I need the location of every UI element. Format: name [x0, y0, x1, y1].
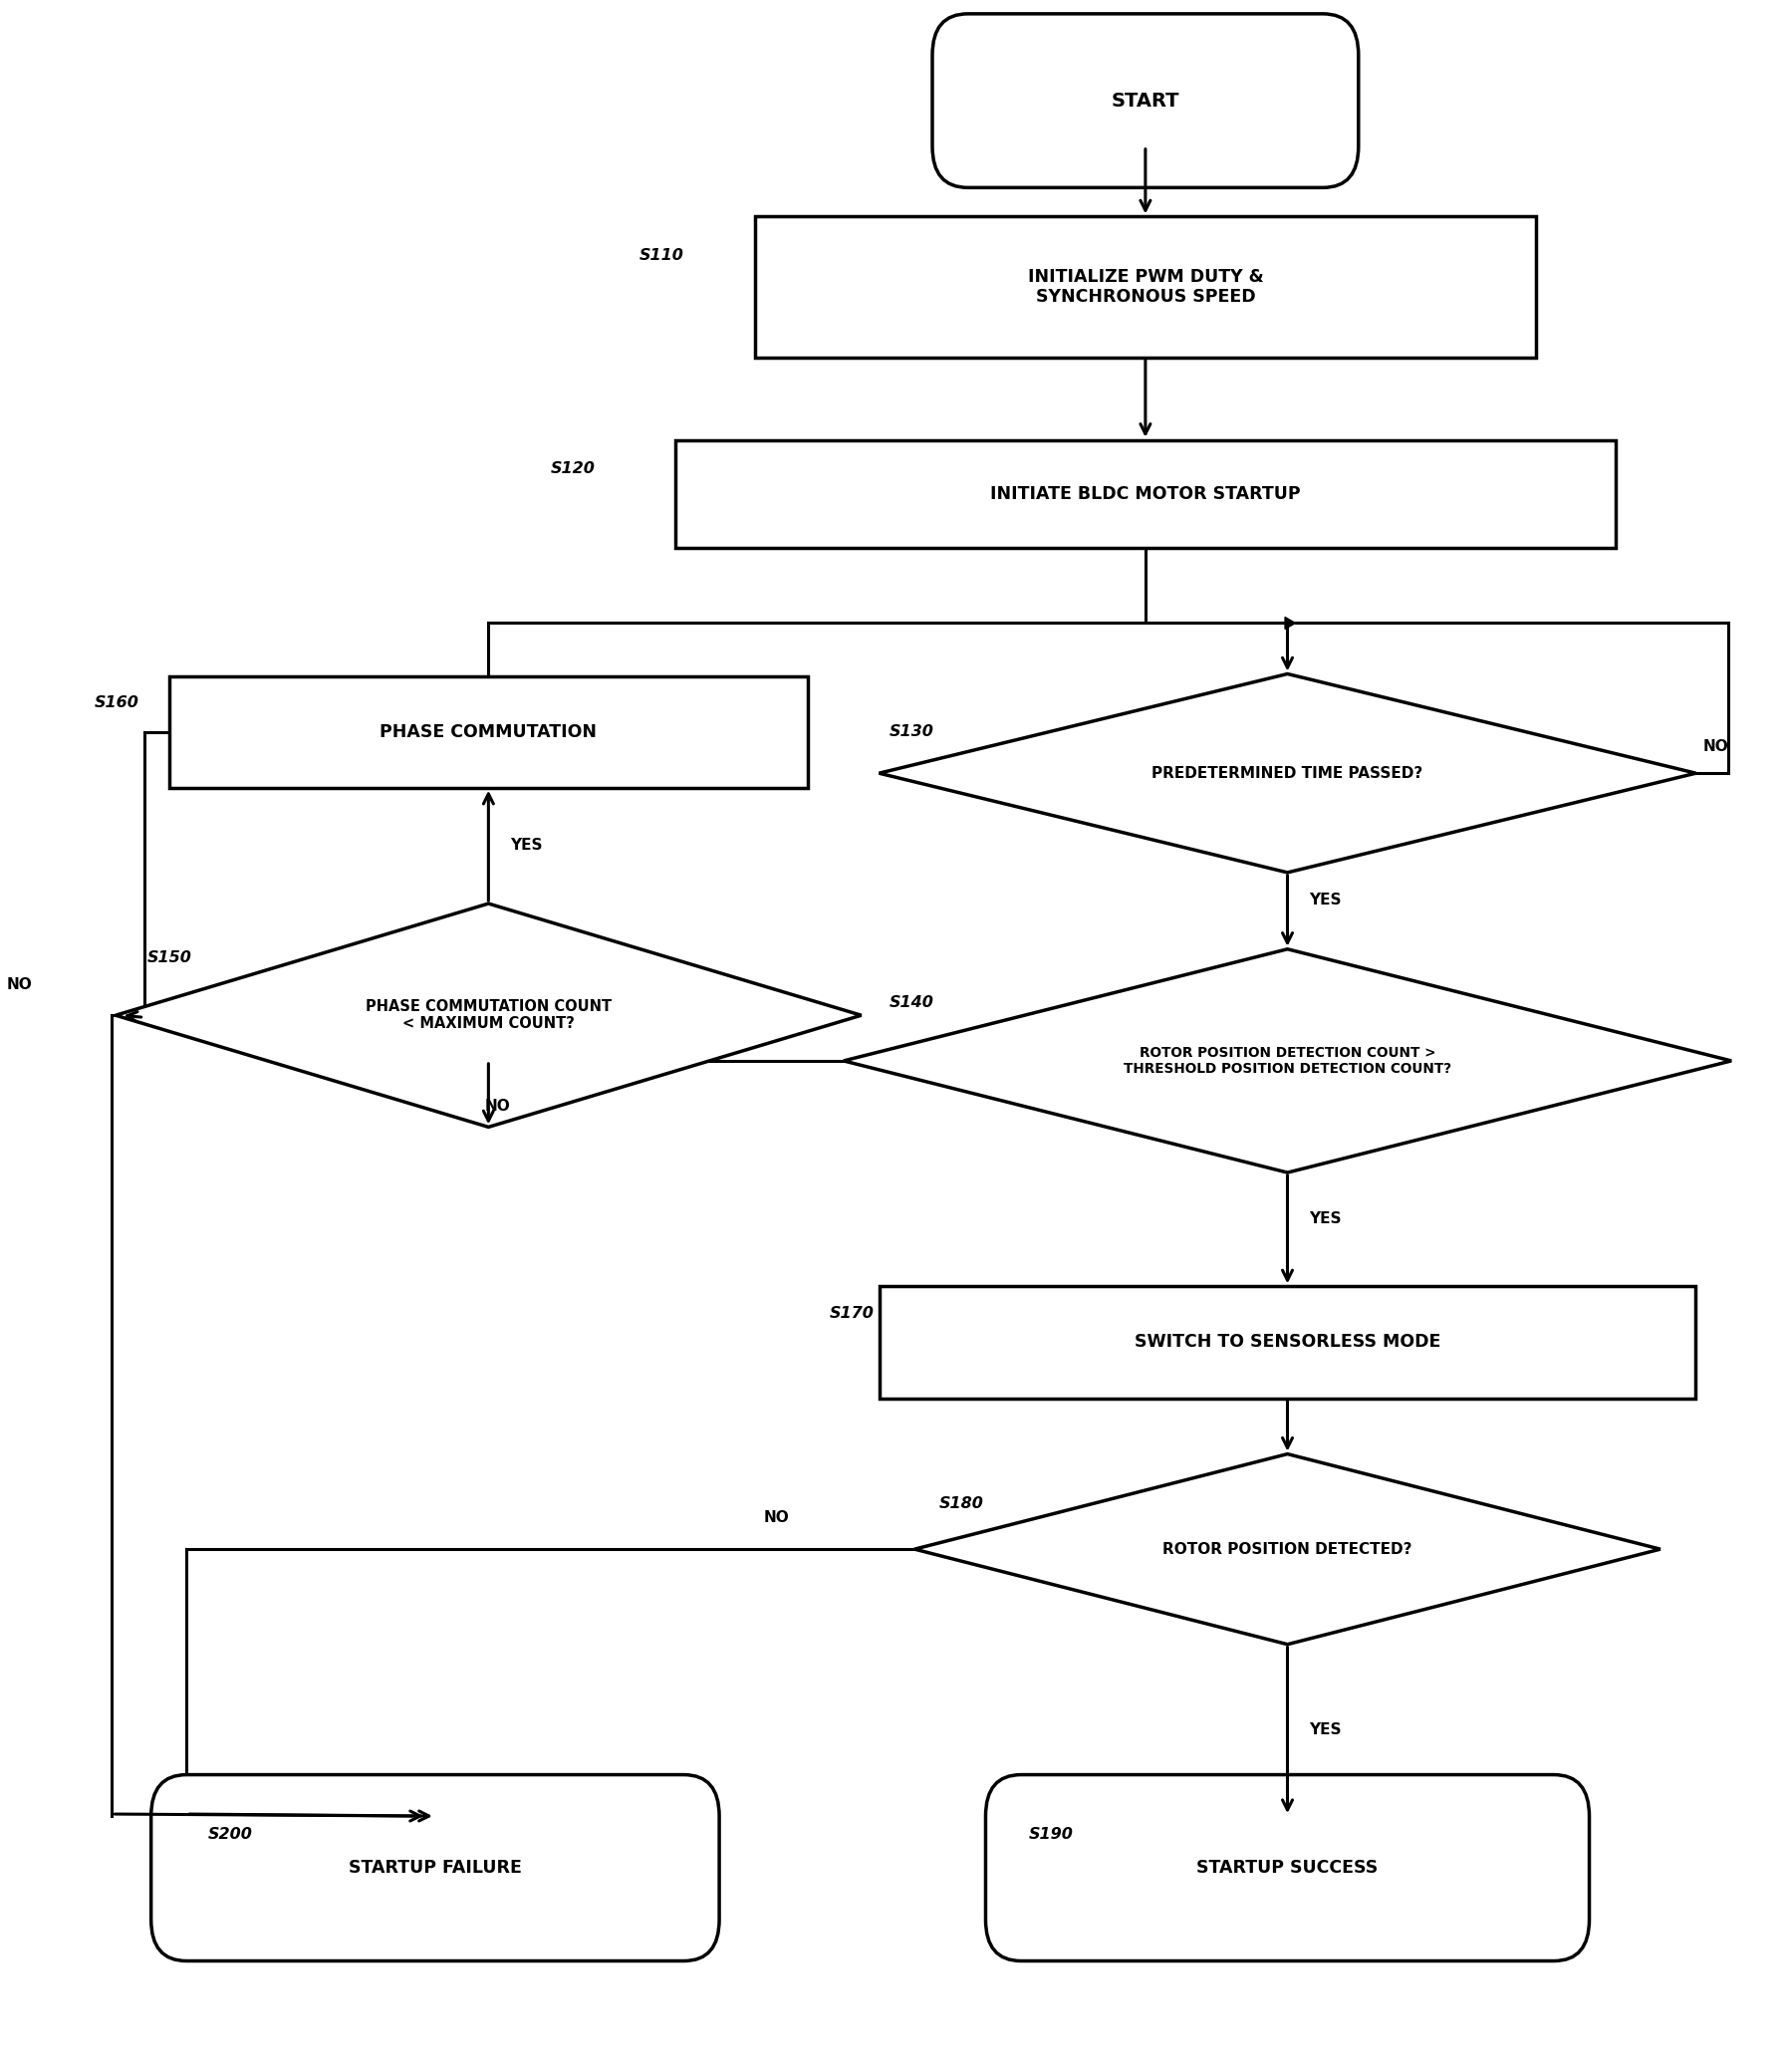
Bar — [170, 675, 807, 787]
Text: S110: S110 — [639, 249, 684, 263]
Text: S190: S190 — [1029, 1828, 1073, 1842]
Text: YES: YES — [1309, 1212, 1341, 1227]
FancyBboxPatch shape — [152, 1776, 720, 1960]
Text: NO: NO — [1702, 740, 1729, 754]
FancyBboxPatch shape — [986, 1776, 1590, 1960]
Text: STARTUP FAILURE: STARTUP FAILURE — [348, 1859, 522, 1877]
Text: PREDETERMINED TIME PASSED?: PREDETERMINED TIME PASSED? — [1152, 767, 1423, 781]
Text: STARTUP SUCCESS: STARTUP SUCCESS — [1197, 1859, 1379, 1877]
Bar — [675, 439, 1616, 547]
Text: INITIALIZE PWM DUTY &
SYNCHRONOUS SPEED: INITIALIZE PWM DUTY & SYNCHRONOUS SPEED — [1027, 267, 1263, 307]
Text: YES: YES — [1309, 1722, 1341, 1738]
Text: PHASE COMMUTATION: PHASE COMMUTATION — [380, 723, 597, 742]
Text: S200: S200 — [207, 1828, 252, 1842]
Text: S120: S120 — [550, 462, 595, 477]
Text: NO: NO — [484, 1098, 511, 1115]
Text: ROTOR POSITION DETECTED?: ROTOR POSITION DETECTED? — [1163, 1542, 1413, 1556]
Text: S130: S130 — [889, 725, 934, 740]
Text: S160: S160 — [95, 696, 139, 711]
Text: NO: NO — [764, 1510, 789, 1525]
Polygon shape — [914, 1455, 1661, 1645]
Polygon shape — [116, 903, 861, 1127]
Text: SWITCH TO SENSORLESS MODE: SWITCH TO SENSORLESS MODE — [1134, 1332, 1441, 1351]
Bar — [879, 1287, 1697, 1399]
Text: PHASE COMMUTATION COUNT
< MAXIMUM COUNT?: PHASE COMMUTATION COUNT < MAXIMUM COUNT? — [366, 999, 611, 1032]
Text: INITIATE BLDC MOTOR STARTUP: INITIATE BLDC MOTOR STARTUP — [989, 485, 1300, 503]
Text: NO: NO — [7, 976, 32, 992]
Text: YES: YES — [1309, 893, 1341, 908]
FancyBboxPatch shape — [932, 15, 1359, 189]
Text: S180: S180 — [939, 1496, 984, 1510]
Text: START: START — [1111, 91, 1179, 110]
Text: YES: YES — [509, 839, 543, 854]
Text: S150: S150 — [148, 949, 193, 966]
Text: S140: S140 — [889, 995, 934, 1011]
Text: S170: S170 — [829, 1305, 873, 1320]
Polygon shape — [843, 949, 1731, 1173]
Text: ROTOR POSITION DETECTION COUNT >
THRESHOLD POSITION DETECTION COUNT?: ROTOR POSITION DETECTION COUNT > THRESHO… — [1123, 1046, 1452, 1075]
Bar — [755, 218, 1536, 356]
Polygon shape — [879, 673, 1697, 872]
